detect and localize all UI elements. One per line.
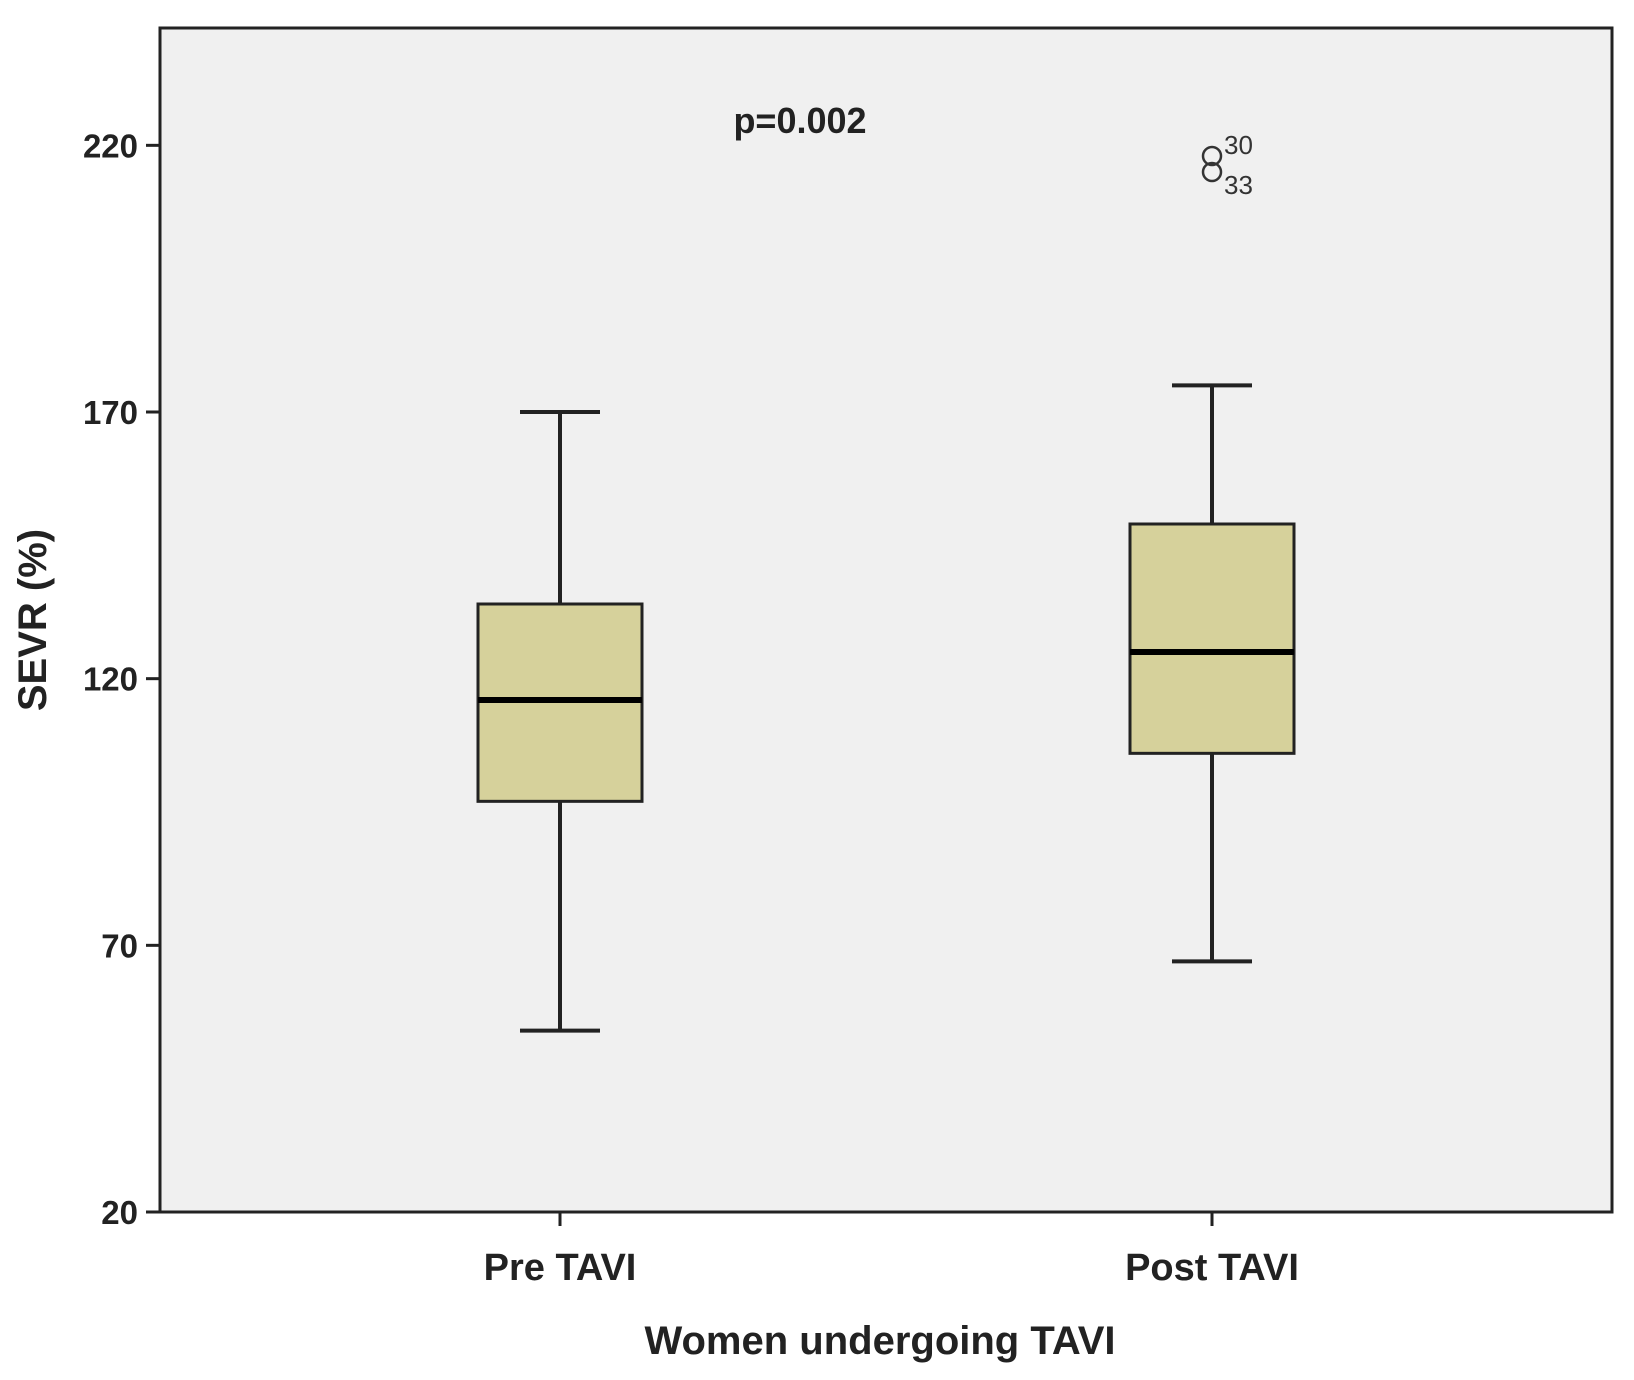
outlier-point: [1201, 161, 1223, 183]
y-tick-label: 120: [83, 661, 138, 698]
x-tick-label: Pre TAVI: [484, 1247, 637, 1289]
y-tick-label: 70: [101, 927, 138, 964]
outlier-point: [1201, 145, 1223, 167]
p-value-annotation: p=0.002: [733, 100, 866, 141]
y-axis-title: SEVR (%): [11, 529, 55, 711]
x-axis: Pre TAVI Post TAVI: [484, 1212, 1299, 1289]
y-tick-label: 170: [83, 394, 138, 431]
x-tick-label: Post TAVI: [1125, 1247, 1299, 1289]
x-axis-title: Women undergoing TAVI: [644, 1319, 1115, 1363]
iqr-box: [1128, 522, 1296, 755]
plot-area: [158, 26, 1614, 1214]
outlier-label: 30: [1224, 130, 1253, 160]
y-tick-label: 20: [101, 1194, 138, 1231]
outlier-label: 33: [1224, 170, 1253, 200]
box-group: [476, 410, 644, 1033]
y-axis: 20 70 120 170 220: [83, 127, 160, 1231]
y-tick-label: 220: [83, 127, 138, 164]
